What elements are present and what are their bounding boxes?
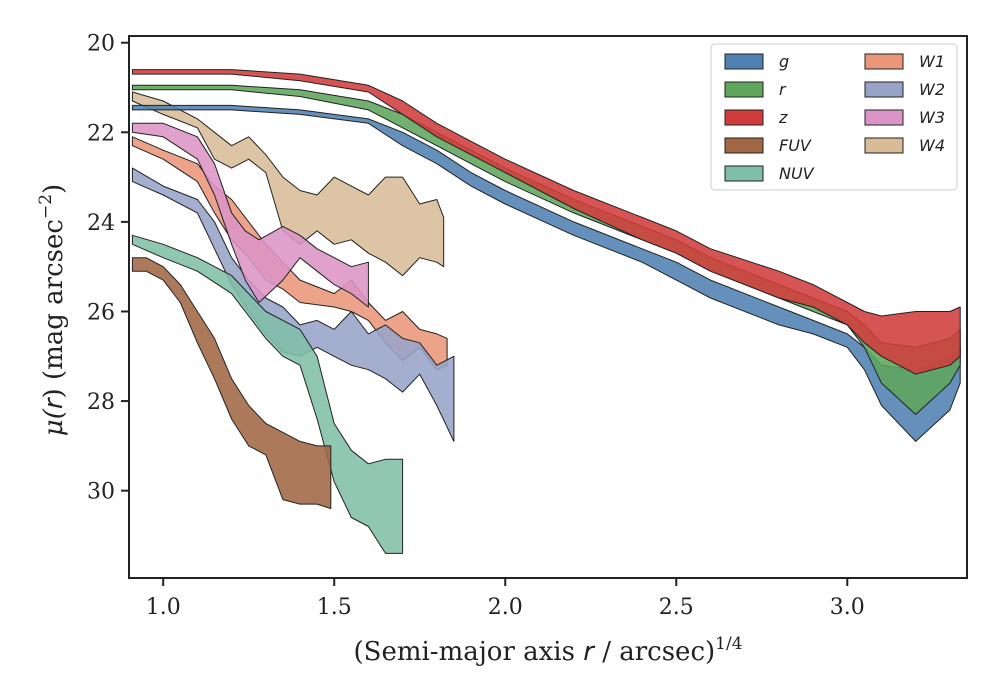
series-band-w4 [131,91,445,277]
legend: grz FUV NUV W1 W2 W3 W4 [710,43,958,191]
legend-label-g: g [779,52,789,71]
legend-swatch-z [724,109,764,126]
series-band-g [131,104,961,442]
legend-swatch-g [724,53,764,70]
series-band-nuv [131,234,404,554]
legend-swatch-w4 [864,137,904,154]
y-tick-label: 22 [87,121,115,146]
series-layer [131,69,961,554]
legend-swatch-w1 [864,53,904,70]
y-axis: 20 22 24 26 28 30 [87,32,129,505]
y-axis-title: μ(r) (mag arcsec−2) [36,184,69,436]
x-axis-title: (Semi-major axis r / arcsec)1/4 [353,634,742,667]
legend-label-w2: W2 [919,80,945,99]
x-tick-label: 3.0 [830,595,865,620]
legend-label-nuv: NUV [779,164,815,183]
y-tick-label: 20 [87,32,115,57]
plot-frame [128,35,968,579]
legend-label-w3: W3 [919,108,945,127]
legend-swatch-w2 [864,81,904,98]
series-band-w3 [131,122,369,308]
y-tick-label: 28 [87,390,115,415]
legend-swatch-nuv [724,165,764,182]
legend-swatch-fuv [724,137,764,154]
y-tick-label: 24 [87,211,115,236]
legend-label-z: z [778,108,788,127]
legend-swatch-w3 [864,109,904,126]
x-tick-label: 2.5 [659,595,694,620]
legend-swatch-r [724,81,764,98]
series-band-z [131,69,961,375]
series-band-fuv [131,257,332,510]
x-axis: 1.0 1.5 2.0 2.5 3.0 [146,578,865,620]
legend-label-r: r [779,80,787,99]
y-tick-label: 26 [87,300,115,325]
x-tick-label: 1.0 [146,595,181,620]
legend-label-w1: W1 [919,52,945,71]
legend-label-fuv: FUV [779,136,812,155]
x-tick-label: 2.0 [488,595,523,620]
y-tick-label: 30 [87,480,115,505]
x-tick-label: 1.5 [317,595,352,620]
legend-label-w4: W4 [919,136,945,155]
